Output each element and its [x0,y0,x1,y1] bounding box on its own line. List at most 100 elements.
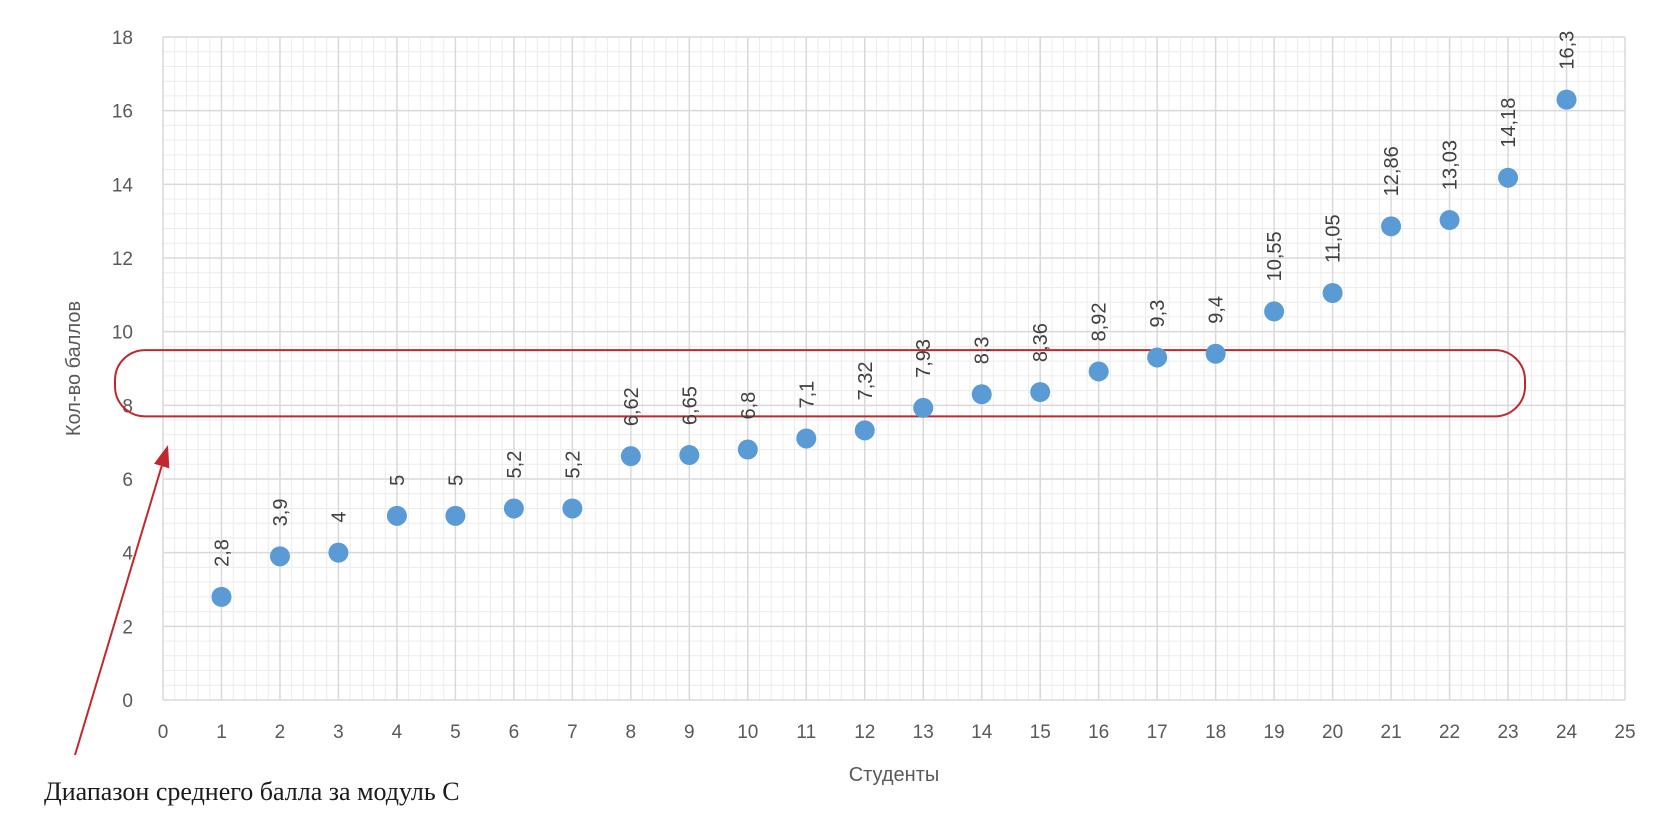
x-tick-label: 19 [1264,722,1285,743]
data-point [386,505,407,526]
data-label: 6,65 [679,386,701,425]
x-tick-label: 2 [275,722,286,743]
data-label: 9,3 [1147,300,1169,328]
data-label: 11,05 [1323,214,1345,263]
data-point [211,586,232,607]
data-point [1556,89,1577,110]
data-point [1147,347,1168,368]
data-point [796,428,817,449]
x-tick-label: 3 [333,722,344,743]
data-point [1498,167,1519,188]
y-tick-label: 4 [122,544,133,565]
x-axis-title: Студенты [849,764,940,786]
annotation-text: Диапазон среднего балла за модуль С [44,777,460,806]
data-label: 13,03 [1440,140,1462,190]
data-label: 3,9 [270,499,292,527]
x-tick-label: 18 [1205,722,1226,743]
data-point [1088,361,1109,382]
data-label: 5 [387,475,409,486]
data-label: 6,62 [621,387,643,426]
data-label: 16,3 [1557,31,1579,70]
data-label: 8,3 [972,336,994,364]
x-tick-label: 9 [684,722,695,743]
y-tick-label: 14 [112,175,134,196]
data-point [971,384,992,405]
data-point [1264,301,1285,322]
annotation-arrow-head [154,445,170,469]
y-tick-label: 16 [112,102,133,123]
data-point [1322,282,1343,303]
data-point [328,542,349,563]
data-point [445,505,466,526]
data-label: 7,93 [913,339,935,378]
x-tick-label: 4 [392,722,403,743]
x-tick-label: 6 [509,722,520,743]
x-tick-label: 23 [1497,722,1518,743]
data-label: 6,8 [738,392,760,420]
x-tick-label: 8 [626,722,637,743]
x-tick-label: 10 [737,722,758,743]
data-point [1205,343,1226,364]
x-tick-label: 20 [1322,722,1343,743]
data-point [737,439,758,460]
x-tick-label: 21 [1381,722,1402,743]
x-tick-label: 5 [450,722,461,743]
data-point [679,445,700,466]
data-label: 5,2 [562,451,584,479]
y-tick-label: 18 [112,28,133,49]
x-tick-label: 0 [158,722,169,743]
data-point [620,446,641,467]
x-tick-label: 15 [1030,722,1051,743]
y-tick-label: 8 [122,396,133,417]
annotation-arrow-line [74,465,163,756]
x-tick-label: 11 [796,722,816,743]
highlight-band-group [114,349,1526,418]
data-point [1381,216,1402,237]
data-label: 14,18 [1498,98,1520,148]
y-axis-ticks: 0 2 4 6 8 10 12 14 16 18 [112,28,134,712]
data-point [913,397,934,418]
x-tick-label: 1 [216,722,227,743]
x-tick-label: 25 [1614,722,1635,743]
data-labels: 2,8 3,9 4 5 5 5,2 5,2 6,62 6,65 6,8 7,1 7,32 7,93 8,3… [211,31,1578,567]
data-point [269,546,290,567]
y-axis-title: Кол-во баллов [63,301,85,436]
x-tick-label: 14 [971,722,993,743]
data-point [503,498,524,519]
data-label: 8,92 [1089,303,1111,342]
data-label: 7,1 [796,381,818,409]
data-label: 5 [445,475,467,486]
data-label: 7,32 [855,361,877,400]
x-tick-label: 16 [1088,722,1109,743]
data-label: 2,8 [211,539,233,567]
data-point [854,420,875,441]
x-tick-label: 24 [1556,722,1578,743]
y-tick-label: 2 [122,617,133,638]
x-tick-label: 17 [1147,722,1168,743]
data-point [1030,382,1051,403]
minor-gridlines [163,37,1625,700]
data-label: 9,4 [1206,296,1228,324]
data-label: 4 [328,512,350,523]
annotation-group: Диапазон среднего балла за модуль С [44,445,460,806]
data-point [1439,210,1460,231]
y-tick-label: 6 [122,470,133,491]
x-tick-label: 22 [1439,722,1460,743]
y-tick-label: 12 [112,249,133,270]
data-label: 5,2 [504,451,526,479]
x-tick-label: 12 [854,722,875,743]
major-gridlines [162,36,1626,701]
x-axis-ticks: 0 1 2 3 4 5 6 7 8 9 10 11 12 13 14 15 16 17 18 19 20 21 22 23 24… [158,722,1636,743]
data-points [211,89,1577,607]
data-label: 10,55 [1264,231,1286,281]
data-label: 8,36 [1030,323,1052,362]
highlight-band [114,349,1526,418]
y-tick-label: 10 [112,323,133,344]
x-tick-label: 7 [567,722,578,743]
data-label: 12,86 [1381,146,1403,196]
data-point [562,498,583,519]
y-tick-label: 0 [122,691,133,712]
x-tick-label: 13 [913,722,934,743]
